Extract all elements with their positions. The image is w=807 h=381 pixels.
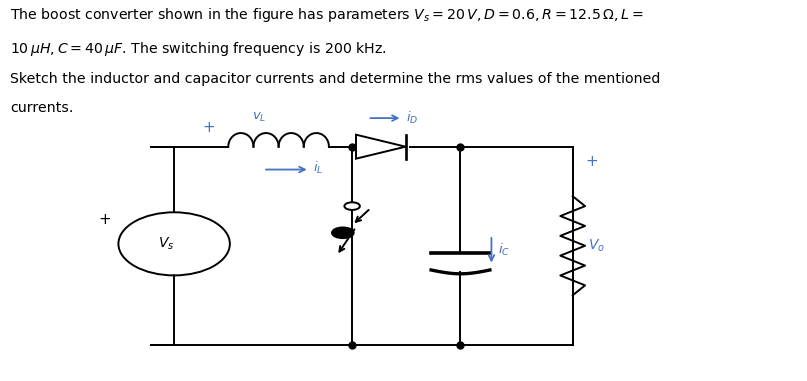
Text: $V_o$: $V_o$ [588, 237, 605, 254]
Polygon shape [356, 135, 406, 159]
Text: $i_L$: $i_L$ [313, 160, 324, 176]
Text: +: + [98, 212, 111, 227]
Circle shape [332, 227, 353, 238]
Text: Sketch the inductor and capacitor currents and determine the rms values of the m: Sketch the inductor and capacitor curren… [10, 72, 660, 86]
Text: +: + [203, 120, 215, 135]
Text: currents.: currents. [10, 101, 73, 115]
Text: $v_L$: $v_L$ [252, 110, 266, 123]
Circle shape [345, 202, 360, 210]
Text: +: + [586, 154, 599, 170]
Text: $i_D$: $i_D$ [406, 110, 419, 126]
Text: $V_s$: $V_s$ [158, 235, 174, 252]
Text: $10\,\mu H, C = 40\,\mu F$. The switching frequency is 200 kHz.: $10\,\mu H, C = 40\,\mu F$. The switchin… [10, 40, 387, 58]
Text: The boost converter shown in the figure has parameters $V_s = 20\,V, D = 0.6, R : The boost converter shown in the figure … [10, 6, 643, 24]
Text: $i_C$: $i_C$ [498, 242, 510, 258]
